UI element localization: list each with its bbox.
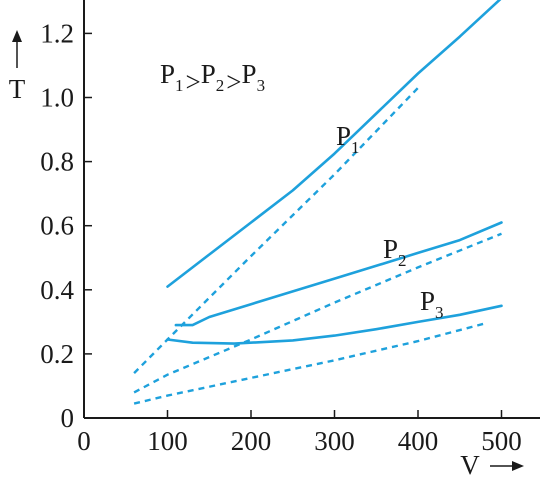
x-tick-label: 200 <box>231 426 272 456</box>
x-tick-label: 300 <box>314 426 355 456</box>
x-tick-label: 100 <box>147 426 188 456</box>
y-tick-label: 0.4 <box>40 275 74 305</box>
y-axis-label: T <box>9 74 26 104</box>
pressure-order-annotation: P1>P2>P3 <box>160 59 265 97</box>
x-axis-label: V <box>460 450 480 480</box>
series-line-p2 <box>176 223 502 326</box>
y-tick-label: 0.6 <box>40 211 74 241</box>
series-dotted-p2 <box>134 234 501 393</box>
curve-label-p3: P3 <box>420 286 444 322</box>
series-line-p3 <box>168 306 502 344</box>
x-tick-label: 400 <box>398 426 439 456</box>
y-tick-label: 1.2 <box>40 18 74 48</box>
y-tick-label: 0.2 <box>40 339 74 369</box>
x-tick-label: 500 <box>481 426 522 456</box>
y-axis-arrowhead <box>12 30 22 42</box>
y-tick-label: 0 <box>61 403 75 433</box>
x-tick-label: 0 <box>77 426 91 456</box>
x-axis-arrowhead <box>512 461 524 471</box>
series <box>134 0 501 404</box>
y-tick-label: 0.8 <box>40 147 74 177</box>
series-dotted-p3 <box>134 324 485 404</box>
ticks: 0 100 200 300 400 500 0 0.2 0.4 0.6 0.8 1.0 1.2 <box>40 18 522 456</box>
curve-label-p1: P1 <box>336 121 360 157</box>
y-tick-label: 1.0 <box>40 83 74 113</box>
curve-label-p2: P2 <box>383 234 407 270</box>
